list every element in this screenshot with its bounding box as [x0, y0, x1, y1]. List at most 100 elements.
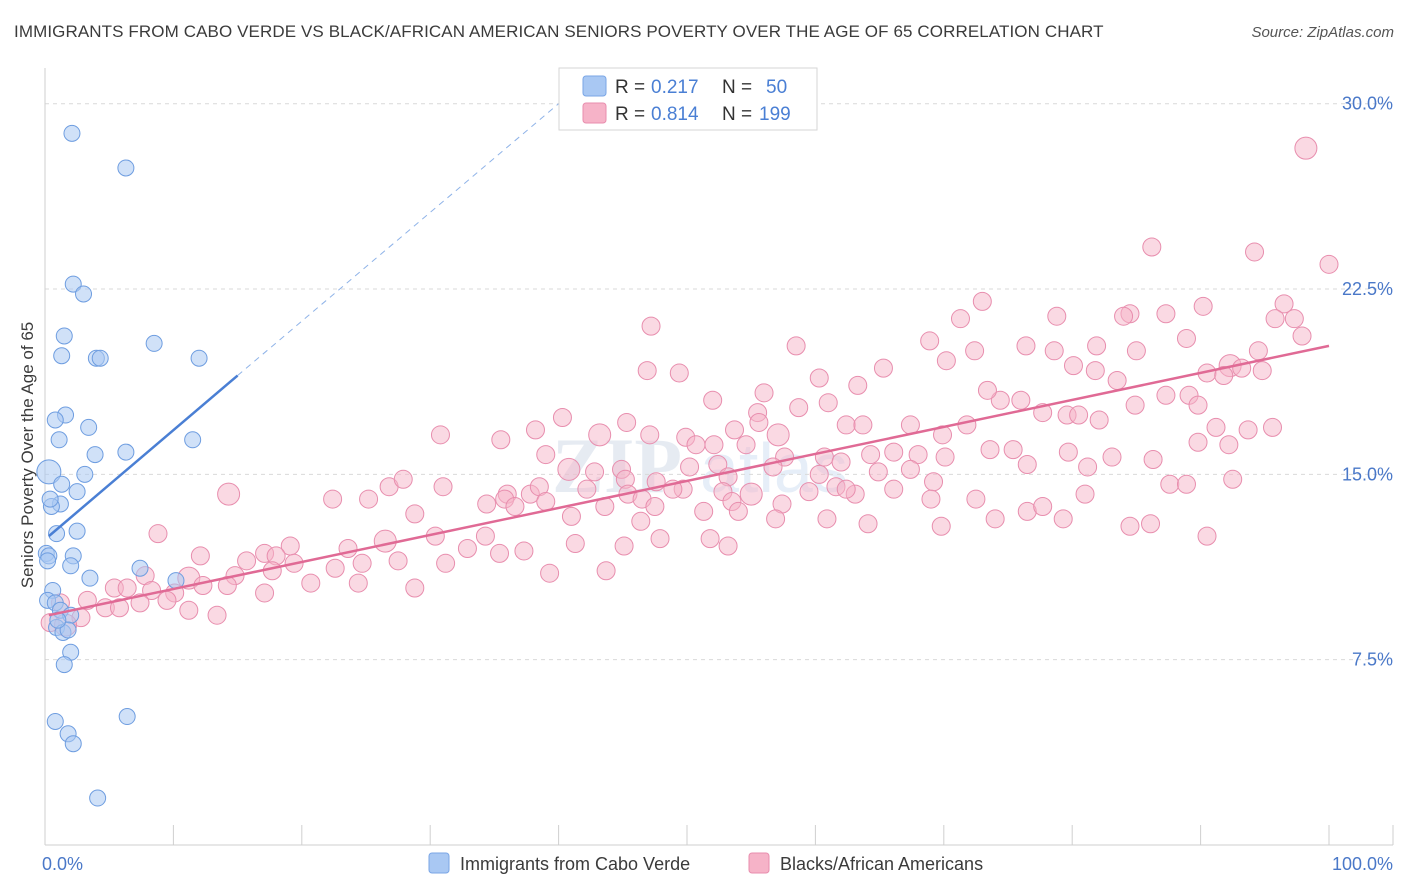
- pink-point: [966, 489, 986, 509]
- blue-point: [91, 349, 109, 367]
- pink-point: [1292, 326, 1312, 346]
- pink-point: [1294, 136, 1318, 160]
- pink-point: [1017, 454, 1037, 474]
- gridlines: [45, 103, 1389, 661]
- pink-point: [836, 479, 856, 499]
- pink-point: [789, 398, 809, 418]
- pink-point: [736, 435, 756, 455]
- pink-point: [577, 479, 597, 499]
- pink-point: [1089, 410, 1109, 430]
- pink-point: [1078, 457, 1098, 477]
- blue-point: [117, 159, 135, 177]
- pink-point: [990, 390, 1010, 410]
- pink-point: [1033, 496, 1053, 516]
- blue-point: [48, 525, 66, 543]
- blue-point: [46, 411, 64, 429]
- y-tick-label: 15.0%: [1342, 464, 1393, 484]
- pink-point: [637, 361, 657, 381]
- pink-point: [1141, 514, 1161, 534]
- pink-point: [179, 600, 199, 620]
- pink-point: [323, 489, 343, 509]
- pink-point: [490, 543, 510, 563]
- pink-point: [1053, 509, 1073, 529]
- series-immigrants-cabo-verde: [36, 124, 208, 807]
- pink-point: [457, 538, 477, 558]
- pink-point: [1126, 341, 1146, 361]
- y-tick-label: 7.5%: [1352, 650, 1393, 670]
- pink-point: [301, 573, 321, 593]
- legend-r-label-1: R =: [615, 77, 645, 98]
- blue-point: [64, 735, 82, 753]
- pink-point: [669, 363, 689, 383]
- blue-point: [68, 522, 86, 540]
- pink-point: [817, 509, 837, 529]
- pink-point: [1069, 405, 1089, 425]
- pink-point: [1047, 306, 1067, 326]
- pink-point: [614, 536, 634, 556]
- pink-point: [359, 489, 379, 509]
- pink-point: [920, 331, 940, 351]
- pink-point: [1125, 395, 1145, 415]
- pink-point: [936, 351, 956, 371]
- pink-point: [818, 393, 838, 413]
- pink-point: [193, 576, 213, 596]
- blue-point: [62, 557, 80, 575]
- pink-point: [641, 316, 661, 336]
- blue-point: [64, 275, 82, 293]
- pink-point: [588, 423, 612, 447]
- pink-point: [157, 590, 177, 610]
- pink-point: [1102, 447, 1122, 467]
- pink-point: [728, 501, 748, 521]
- pink-point: [686, 435, 706, 455]
- pink-point: [924, 472, 944, 492]
- pink-point: [972, 291, 992, 311]
- pink-trend-line: [48, 344, 1330, 617]
- pink-point: [373, 529, 397, 553]
- pink-point: [1143, 450, 1163, 470]
- pink-point: [1114, 306, 1134, 326]
- pink-point: [933, 425, 953, 445]
- pink-point: [704, 435, 724, 455]
- blue-point: [75, 285, 93, 303]
- pink-point: [388, 551, 408, 571]
- pink-point: [694, 501, 714, 521]
- pink-point: [1011, 390, 1031, 410]
- y-tick-label: 30.0%: [1342, 94, 1393, 114]
- pink-point: [739, 482, 763, 506]
- pink-point: [436, 553, 456, 573]
- blue-point: [41, 490, 59, 508]
- pink-point: [217, 482, 241, 506]
- pink-point: [977, 380, 997, 400]
- stats-legend: R = 0.217 N = 50 R = 0.814 N = 199: [558, 67, 818, 131]
- pink-point: [536, 492, 556, 512]
- blue-point: [63, 124, 81, 142]
- pink-point: [965, 341, 985, 361]
- blue-point: [145, 334, 163, 352]
- blue-point: [53, 475, 71, 493]
- pink-point: [980, 440, 1000, 460]
- blue-point: [76, 465, 94, 483]
- pink-point: [1197, 526, 1217, 546]
- pink-point: [430, 425, 450, 445]
- pink-point: [908, 445, 928, 465]
- pink-point: [680, 457, 700, 477]
- pink-point: [1206, 417, 1226, 437]
- pink-point: [1245, 242, 1265, 262]
- bottom-legend: Immigrants from Cabo Verde Blacks/Africa…: [428, 852, 983, 874]
- pink-point: [900, 459, 920, 479]
- pink-point: [1238, 420, 1258, 440]
- pink-point: [477, 494, 497, 514]
- pink-point: [1107, 370, 1127, 390]
- blue-point: [59, 621, 77, 639]
- pink-point: [645, 496, 665, 516]
- blue-point: [68, 483, 86, 501]
- pink-point: [433, 477, 453, 497]
- y-axis-label: Seniors Poverty Over the Age of 65: [18, 322, 37, 588]
- pink-point: [190, 546, 210, 566]
- pink-point: [1016, 336, 1036, 356]
- pink-point: [1188, 395, 1208, 415]
- pink-point: [921, 489, 941, 509]
- pink-point: [596, 561, 616, 581]
- legend-n-value-1: 50: [766, 77, 787, 98]
- pink-point: [405, 504, 425, 524]
